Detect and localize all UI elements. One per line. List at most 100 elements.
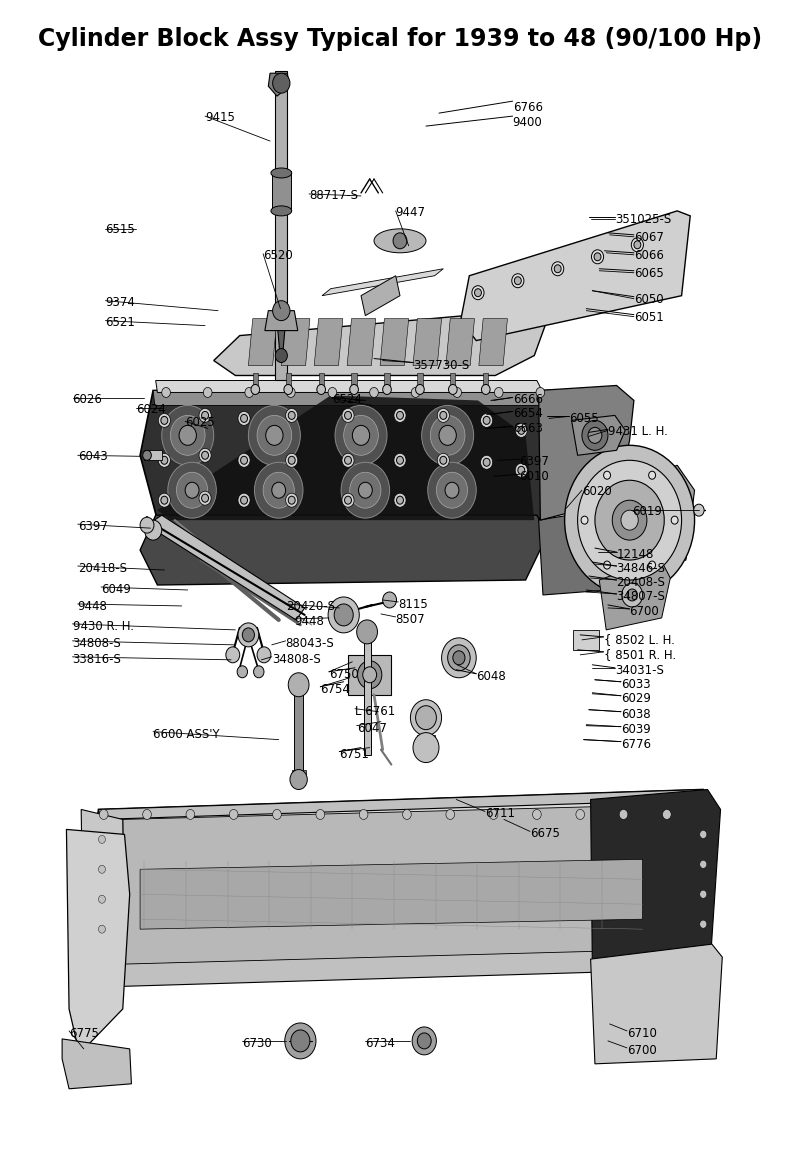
Circle shape (238, 623, 258, 647)
Polygon shape (81, 790, 719, 975)
Circle shape (694, 505, 704, 516)
Circle shape (594, 252, 601, 261)
Circle shape (350, 472, 381, 508)
Polygon shape (461, 211, 690, 341)
Text: 12148: 12148 (617, 548, 654, 561)
Text: 20420-S: 20420-S (286, 600, 334, 613)
Ellipse shape (271, 206, 292, 216)
Circle shape (581, 516, 588, 525)
Circle shape (273, 809, 282, 820)
Bar (253, 372, 258, 386)
Circle shape (251, 385, 260, 394)
Text: 34807-S: 34807-S (617, 590, 666, 602)
Text: 6710: 6710 (627, 1027, 657, 1040)
Polygon shape (66, 829, 130, 1054)
Circle shape (411, 387, 420, 398)
Text: 6039: 6039 (621, 722, 650, 736)
Circle shape (186, 809, 194, 820)
Polygon shape (158, 395, 534, 520)
Circle shape (394, 454, 406, 468)
Circle shape (518, 427, 525, 434)
Circle shape (352, 426, 370, 445)
Text: 6010: 6010 (519, 470, 550, 484)
Circle shape (350, 385, 358, 394)
Circle shape (518, 466, 525, 475)
Circle shape (241, 497, 247, 505)
Polygon shape (265, 311, 298, 330)
Text: 6521: 6521 (106, 315, 135, 329)
Circle shape (238, 412, 250, 426)
Circle shape (341, 462, 390, 519)
Circle shape (257, 647, 271, 663)
Text: 6020: 6020 (582, 485, 612, 498)
Text: 6065: 6065 (634, 266, 664, 280)
Text: 6049: 6049 (101, 583, 131, 595)
Polygon shape (282, 319, 310, 365)
Text: 6750: 6750 (329, 668, 358, 680)
Circle shape (382, 385, 391, 394)
Text: 20408-S: 20408-S (617, 576, 666, 588)
Circle shape (430, 415, 465, 455)
Circle shape (362, 666, 377, 683)
Polygon shape (81, 809, 125, 979)
Circle shape (700, 830, 706, 839)
Text: 357730-S: 357730-S (413, 358, 470, 371)
Circle shape (142, 450, 151, 461)
Circle shape (591, 250, 603, 264)
Text: 6067: 6067 (634, 230, 664, 244)
Text: 6026: 6026 (73, 393, 102, 406)
Circle shape (440, 412, 446, 420)
Text: 6397: 6397 (519, 455, 550, 469)
Circle shape (275, 349, 287, 363)
Text: 6675: 6675 (530, 827, 560, 841)
Text: 6776: 6776 (621, 737, 651, 750)
Circle shape (140, 518, 154, 533)
Circle shape (285, 1023, 316, 1058)
Circle shape (345, 497, 351, 505)
Circle shape (226, 647, 240, 663)
Circle shape (170, 415, 205, 455)
Bar (275, 71, 287, 380)
Text: 6038: 6038 (621, 708, 650, 721)
Polygon shape (538, 385, 634, 520)
Circle shape (316, 809, 325, 820)
Circle shape (286, 387, 295, 398)
Text: 6043: 6043 (78, 450, 107, 463)
Text: 351025-S: 351025-S (615, 213, 671, 226)
Bar (294, 685, 303, 775)
Circle shape (483, 416, 490, 424)
Polygon shape (122, 805, 678, 964)
Circle shape (671, 516, 678, 525)
Polygon shape (590, 944, 722, 1064)
Circle shape (393, 233, 407, 249)
Circle shape (448, 644, 470, 671)
Circle shape (266, 426, 283, 445)
Polygon shape (248, 319, 277, 365)
Circle shape (582, 420, 608, 450)
Circle shape (288, 672, 309, 697)
Circle shape (257, 415, 292, 455)
Polygon shape (140, 391, 590, 520)
Text: 6066: 6066 (634, 249, 664, 262)
Circle shape (612, 500, 647, 540)
Circle shape (412, 1027, 436, 1055)
Bar (292, 770, 306, 778)
Circle shape (482, 385, 490, 394)
Circle shape (238, 454, 250, 468)
Circle shape (177, 472, 208, 508)
Text: 9400: 9400 (513, 116, 542, 129)
Polygon shape (314, 319, 343, 365)
Circle shape (397, 497, 403, 505)
Circle shape (603, 471, 610, 479)
Circle shape (394, 408, 406, 422)
Text: 6050: 6050 (634, 293, 663, 306)
Circle shape (359, 809, 368, 820)
Polygon shape (571, 415, 626, 455)
Text: 6700: 6700 (627, 1044, 657, 1057)
Polygon shape (413, 319, 442, 365)
Circle shape (533, 809, 542, 820)
Circle shape (418, 1033, 431, 1049)
Circle shape (481, 413, 493, 427)
Polygon shape (156, 380, 543, 392)
Circle shape (474, 288, 482, 297)
